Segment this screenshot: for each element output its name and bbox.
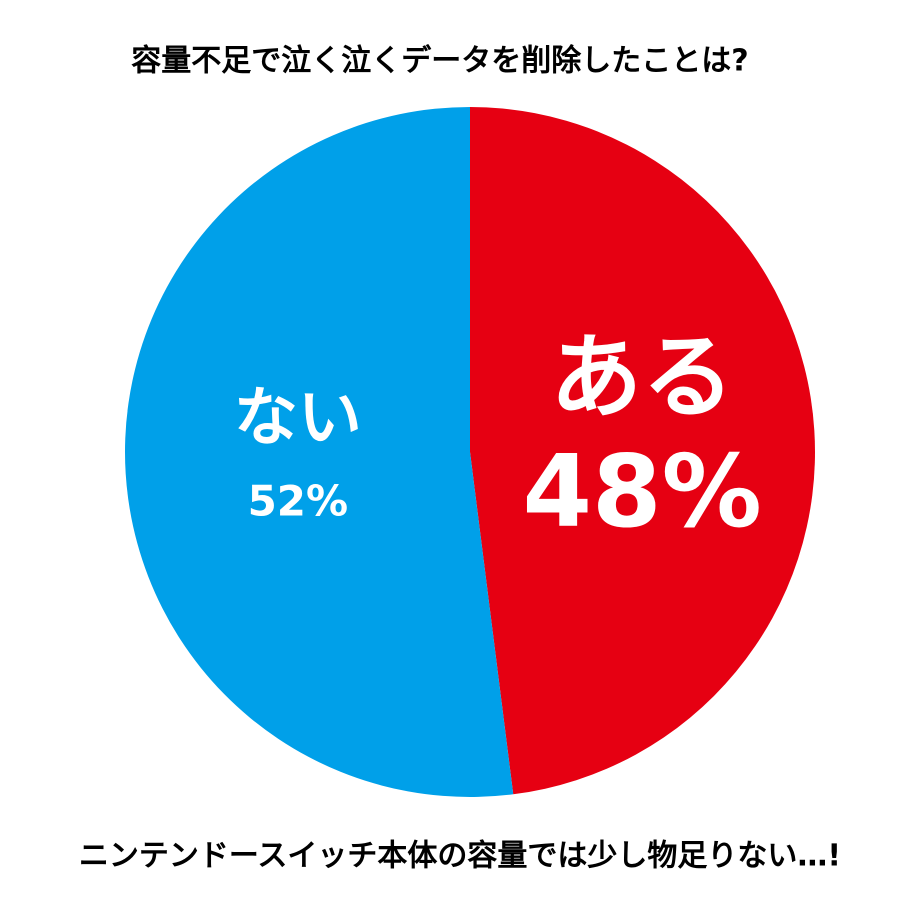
pie-slice bbox=[125, 107, 514, 797]
value-label: 48% bbox=[522, 433, 761, 550]
pie-slice bbox=[470, 107, 816, 795]
slice-label: ない bbox=[234, 381, 362, 455]
value-label: 52% bbox=[248, 476, 349, 525]
chart-title: 容量不足で泣く泣くデータを削除したことは? bbox=[131, 44, 748, 79]
annotation: ニンテンドースイッチ本体の容量では少し物足りない…! bbox=[79, 839, 841, 874]
slice-label: ある bbox=[550, 324, 734, 431]
